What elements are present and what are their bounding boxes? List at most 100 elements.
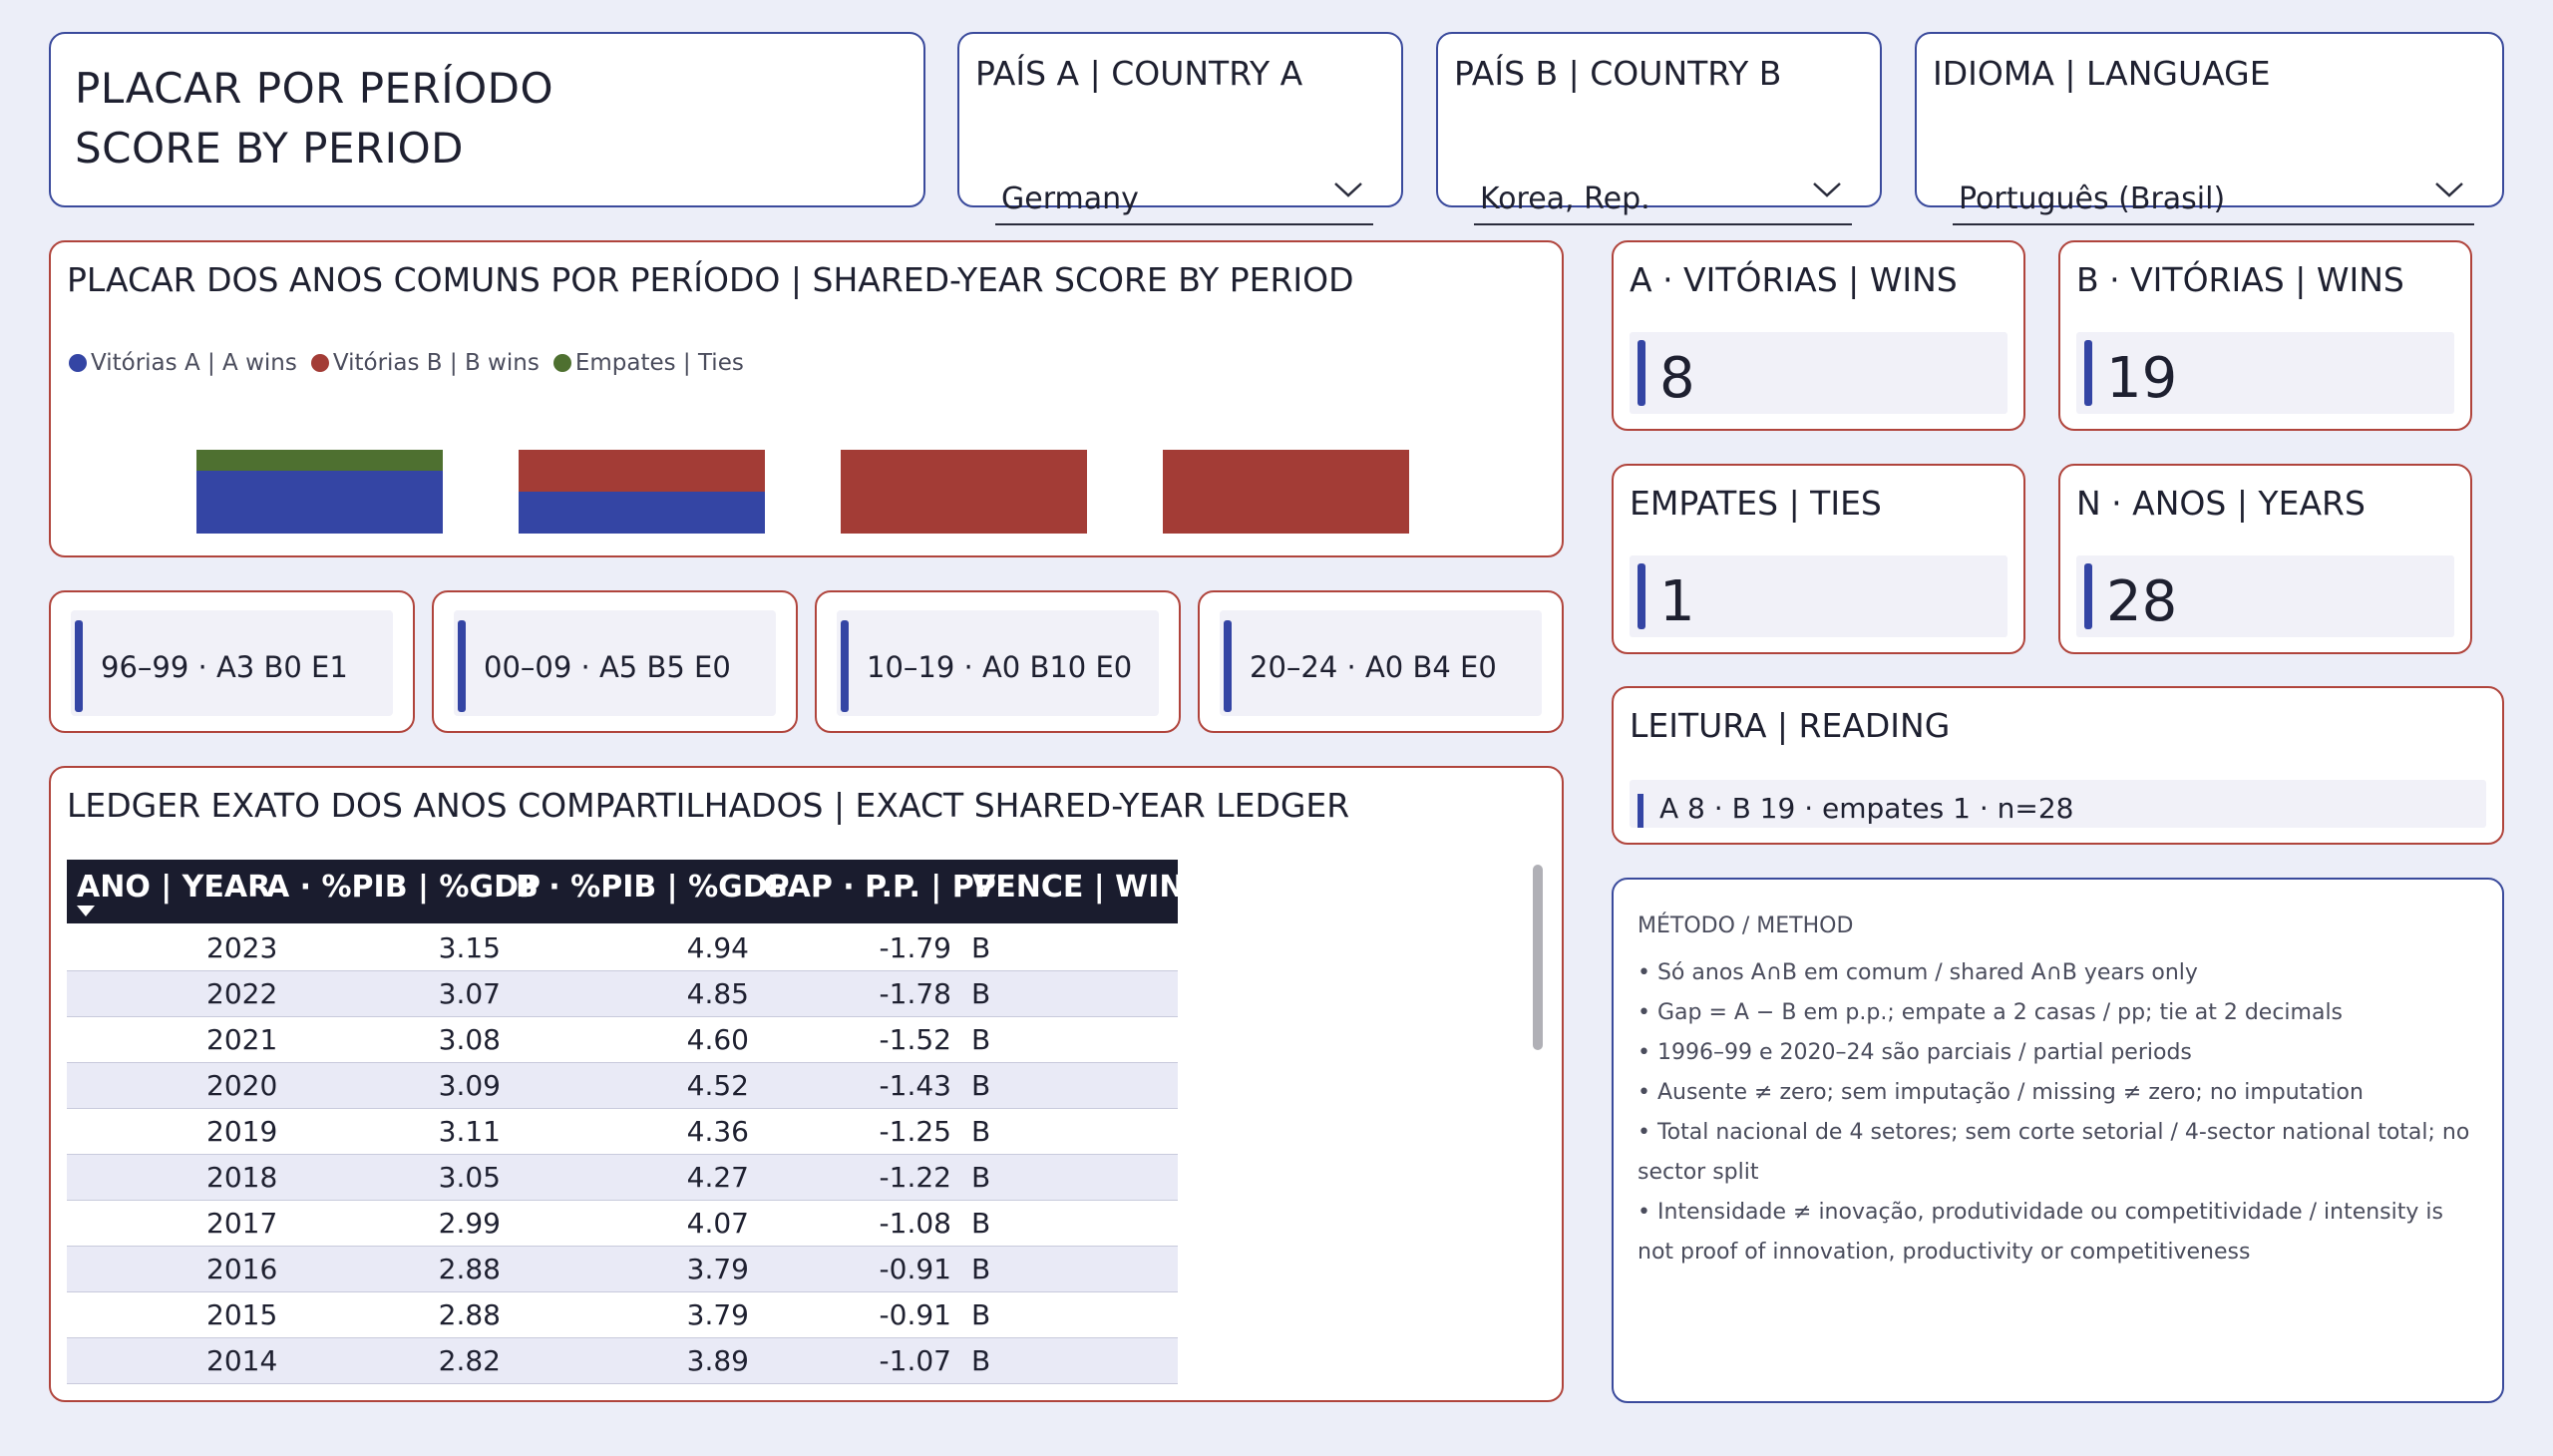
reading-text: A 8 · B 19 · empates 1 · n=28 <box>1659 792 2074 825</box>
kpi-ties: EMPATES | TIES 1 <box>1612 464 2025 654</box>
bar-segment-b-wins-1[interactable] <box>519 450 765 492</box>
cell-gap: -1.22 <box>879 1161 951 1194</box>
period-tile-inner: 00–09 · A5 B5 E0 <box>454 610 776 716</box>
country-b-label: PAÍS B | COUNTRY B <box>1454 54 1782 93</box>
kpi-value: 1 <box>1659 569 1695 634</box>
bar-segment-ties-0[interactable] <box>196 450 443 471</box>
cell-a-gdp: 3.15 <box>438 931 501 964</box>
bar-segment-a-wins-1[interactable] <box>519 492 765 534</box>
column-header-b-gdp[interactable]: B · %PIB | %GDP <box>516 870 790 905</box>
table-row[interactable]: 2019 3.11 4.36 -1.25 B <box>67 1109 1178 1155</box>
cell-a-gdp: 2.88 <box>438 1253 501 1285</box>
cell-year: 2021 <box>206 1023 278 1056</box>
period-tile-2020-24: 20–24 · A0 B4 E0 <box>1198 590 1564 733</box>
period-tile-inner: 20–24 · A0 B4 E0 <box>1220 610 1542 716</box>
kpi-value-box: 1 <box>1630 555 2007 637</box>
legend-swatch <box>310 354 329 372</box>
kpi-label: EMPATES | TIES <box>1630 484 1882 523</box>
period-chart-card: PLACAR DOS ANOS COMUNS POR PERÍODO | SHA… <box>49 240 1564 557</box>
kpi-value: 19 <box>2106 346 2178 411</box>
kpi-years: N · ANOS | YEARS 28 <box>2058 464 2472 654</box>
cell-gap: -1.25 <box>879 1115 951 1148</box>
reading-label: LEITURA | READING <box>1630 706 1951 745</box>
page-title-en: SCORE BY PERIOD <box>75 124 464 173</box>
cell-gap: -1.07 <box>879 1344 951 1377</box>
ledger-scrollbar[interactable] <box>1533 865 1543 1050</box>
accent-bar <box>458 620 466 712</box>
cell-b-gdp: 4.07 <box>686 1207 749 1240</box>
cell-year: 2017 <box>206 1207 278 1240</box>
cell-gap: -0.91 <box>879 1253 951 1285</box>
language-slicer: IDIOMA | LANGUAGE Português (Brasil) <box>1915 32 2504 225</box>
cell-a-gdp: 2.82 <box>438 1344 501 1377</box>
cell-winner: B <box>971 1298 991 1331</box>
legend-item-a-wins[interactable]: Vitórias A | A wins <box>69 350 297 376</box>
cell-winner: B <box>971 1344 991 1377</box>
cell-b-gdp: 4.60 <box>686 1023 749 1056</box>
period-stacked-bar-chart: 1996–992000–092010–192020–24 <box>196 450 1409 534</box>
cell-a-gdp: 3.11 <box>438 1115 501 1148</box>
table-row[interactable]: 2023 3.15 4.94 -1.79 B <box>67 925 1178 971</box>
legend-swatch <box>69 354 87 372</box>
period-tile-text: 10–19 · A0 B10 E0 <box>867 650 1133 684</box>
method-note: • Ausente ≠ zero; sem imputação / missin… <box>1638 1080 2364 1105</box>
table-row[interactable]: 2022 3.07 4.85 -1.78 B <box>67 971 1178 1017</box>
table-row[interactable]: 2015 2.88 3.79 -0.91 B <box>67 1292 1178 1338</box>
country-a-value: Germany <box>1001 182 1139 216</box>
bar-segment-b-wins-2[interactable] <box>841 450 1087 534</box>
method-note: • 1996–99 e 2020–24 são parciais / parti… <box>1638 1040 2192 1065</box>
cell-a-gdp: 3.07 <box>438 977 501 1010</box>
table-row[interactable]: 2020 3.09 4.52 -1.43 B <box>67 1063 1178 1109</box>
cell-winner: B <box>971 1253 991 1285</box>
chevron-down-icon[interactable] <box>1812 180 1842 199</box>
cell-winner: B <box>971 1069 991 1102</box>
bar-segment-b-wins-3[interactable] <box>1163 450 1409 534</box>
table-row[interactable]: 2021 3.08 4.60 -1.52 B <box>67 1017 1178 1063</box>
kpi-a-wins: A · VITÓRIAS | WINS 8 <box>1612 240 2025 431</box>
legend-item-ties[interactable]: Empates | Ties <box>552 350 744 376</box>
language-dropdown[interactable]: Português (Brasil) <box>1953 154 2474 225</box>
cell-winner: B <box>971 977 991 1010</box>
cell-year: 2014 <box>206 1344 278 1377</box>
kpi-label: B · VITÓRIAS | WINS <box>2076 260 2404 299</box>
cell-gap: -1.52 <box>879 1023 951 1056</box>
accent-bar <box>2084 563 2092 629</box>
chart-legend: Vitórias A | A wins Vitórias B | B wins … <box>69 350 744 376</box>
legend-label: Vitórias A | A wins <box>91 350 297 376</box>
legend-label: Empates | Ties <box>574 350 744 376</box>
cell-b-gdp: 4.94 <box>686 931 749 964</box>
cell-b-gdp: 4.52 <box>686 1069 749 1102</box>
period-tile-2000-09: 00–09 · A5 B5 E0 <box>432 590 798 733</box>
cell-winner: B <box>971 1023 991 1056</box>
accent-bar <box>1224 620 1232 712</box>
cell-winner: B <box>971 1115 991 1148</box>
ledger-table-header: ANO | YEAR A · %PIB | %GDP B · %PIB | %G… <box>67 860 1206 923</box>
cell-year: 2022 <box>206 977 278 1010</box>
column-header-year[interactable]: ANO | YEAR <box>77 870 271 905</box>
column-header-wins[interactable]: VENCE | WINS <box>972 870 1207 905</box>
kpi-b-wins: B · VITÓRIAS | WINS 19 <box>2058 240 2472 431</box>
column-header-gap[interactable]: GAP · P.P. | PP <box>763 870 996 905</box>
legend-item-b-wins[interactable]: Vitórias B | B wins <box>310 350 540 376</box>
cell-gap: -0.91 <box>879 1298 951 1331</box>
sort-desc-icon[interactable] <box>77 906 95 916</box>
accent-bar <box>1638 794 1643 828</box>
table-row[interactable]: 2018 3.05 4.27 -1.22 B <box>67 1155 1178 1201</box>
chevron-down-icon[interactable] <box>2434 180 2464 199</box>
table-row[interactable]: 2016 2.88 3.79 -0.91 B <box>67 1247 1178 1292</box>
period-tile-text: 20–24 · A0 B4 E0 <box>1250 650 1497 684</box>
cell-a-gdp: 3.09 <box>438 1069 501 1102</box>
country-b-dropdown[interactable]: Korea, Rep. <box>1474 154 1852 225</box>
table-row[interactable]: 2017 2.99 4.07 -1.08 B <box>67 1201 1178 1247</box>
method-note: • Só anos A∩B em comum / shared A∩B year… <box>1638 960 2198 985</box>
kpi-value-box: 28 <box>2076 555 2454 637</box>
column-header-a-gdp[interactable]: A · %PIB | %GDP <box>266 870 541 905</box>
period-tile-text: 00–09 · A5 B5 E0 <box>484 650 731 684</box>
country-a-dropdown[interactable]: Germany <box>995 154 1373 225</box>
table-row[interactable]: 2014 2.82 3.89 -1.07 B <box>67 1338 1178 1384</box>
chevron-down-icon[interactable] <box>1333 180 1363 199</box>
ledger-title: LEDGER EXATO DOS ANOS COMPARTILHADOS | E… <box>67 786 1350 825</box>
bar-segment-a-wins-0[interactable] <box>196 471 443 534</box>
ledger-table-body: 2023 3.15 4.94 -1.79 B 2022 3.07 4.85 -1.78 B 2021… <box>67 925 1178 1384</box>
period-tile-2010-19: 10–19 · A0 B10 E0 <box>815 590 1181 733</box>
